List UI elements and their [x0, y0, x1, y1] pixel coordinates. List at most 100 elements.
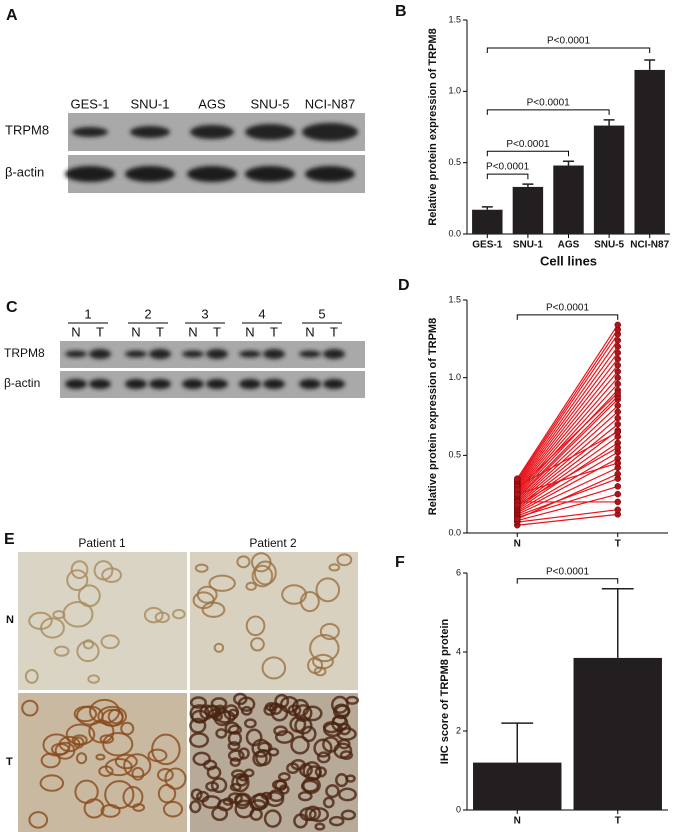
- lane-label: N: [131, 324, 140, 339]
- x-tick-label: AGS: [558, 240, 580, 251]
- x-tick-label: SNU-1: [513, 240, 543, 251]
- point: [614, 355, 621, 363]
- y-tick-label: 1.5: [448, 14, 461, 24]
- blot-band: [239, 350, 261, 358]
- point: [614, 389, 621, 397]
- tissue-gland: [328, 815, 345, 827]
- tissue-gland: [301, 725, 317, 743]
- tissue-gland: [189, 696, 207, 709]
- tissue-gland: [227, 749, 245, 762]
- lane-label: T: [330, 324, 338, 339]
- point: [614, 321, 621, 329]
- tissue-gland: [309, 634, 340, 663]
- tissue-gland: [66, 569, 89, 592]
- panel-label: D: [398, 277, 410, 294]
- significance-label: P<0.0001: [546, 302, 590, 313]
- group-label: 1: [84, 306, 91, 321]
- tissue-gland: [208, 574, 236, 592]
- significance-label: P<0.0001: [486, 162, 530, 173]
- line: [517, 493, 618, 522]
- panel-label: E: [4, 531, 15, 548]
- tissue-gland: [252, 750, 268, 767]
- row-label: N: [6, 614, 14, 626]
- blot-band: [263, 349, 285, 359]
- significance-bracket: [516, 578, 619, 584]
- bar: [634, 69, 665, 234]
- tissue-gland: [322, 796, 335, 809]
- bar: [473, 762, 562, 810]
- tissue-gland: [243, 768, 255, 778]
- tissue-gland: [314, 822, 326, 831]
- tissue-gland: [340, 809, 357, 821]
- tissue-gland: [190, 788, 203, 801]
- tissue-gland: [332, 703, 350, 720]
- line: [517, 462, 618, 495]
- point: [614, 506, 621, 513]
- blot-band: [149, 379, 171, 389]
- tissue-gland: [290, 759, 306, 771]
- significance-label: P<0.0001: [547, 36, 591, 47]
- error-bar: [522, 183, 534, 187]
- tissue-gland: [274, 779, 288, 791]
- point: [514, 475, 521, 482]
- tissue-gland: [62, 600, 94, 628]
- tissue-gland: [302, 705, 323, 722]
- blot-band: [65, 379, 87, 389]
- tissue-gland: [274, 730, 295, 744]
- error-bar: [603, 119, 615, 126]
- lane-label: N: [71, 324, 80, 339]
- line: [516, 436, 619, 509]
- tissue-gland: [300, 779, 320, 793]
- blot-band: [245, 166, 295, 182]
- line: [516, 346, 619, 486]
- bar: [472, 209, 503, 234]
- lane-label: NCI-N87: [305, 96, 356, 111]
- tissue-gland: [273, 725, 288, 737]
- tissue-gland: [313, 738, 333, 758]
- tissue-gland: [291, 698, 310, 718]
- point: [614, 444, 621, 451]
- tissue-gland: [237, 696, 256, 712]
- blot-band: [72, 127, 108, 137]
- x-tick-label: SNU-5: [594, 240, 624, 251]
- x-tick-label: N: [514, 539, 521, 550]
- blot-band: [305, 166, 355, 182]
- tissue-gland: [99, 734, 115, 744]
- tissue-gland: [192, 751, 211, 767]
- tissue-gland: [335, 773, 349, 788]
- point: [614, 421, 621, 428]
- y-tick-label: 1.0: [448, 372, 461, 382]
- lane-label: N: [245, 324, 254, 339]
- significance-label: P<0.0001: [527, 98, 571, 109]
- blot-band: [187, 166, 237, 182]
- line: [516, 430, 619, 508]
- decoration: [21, 123, 360, 831]
- tissue-gland: [210, 777, 228, 794]
- tissue-gland: [196, 790, 210, 803]
- tissue-gland: [233, 692, 248, 706]
- column-label: Patient 2: [249, 536, 297, 550]
- line: [516, 389, 619, 497]
- tissue-gland: [222, 797, 234, 806]
- tissue-gland: [171, 608, 186, 620]
- blot-band: [89, 379, 111, 389]
- x-tick-label: GES-1: [472, 240, 502, 251]
- blot-band: [299, 350, 321, 358]
- group-label: 3: [201, 306, 208, 321]
- tissue-gland: [162, 800, 184, 818]
- point: [614, 428, 621, 436]
- line: [516, 467, 619, 515]
- tissue-gland: [205, 781, 220, 792]
- tissue-gland: [217, 798, 234, 812]
- tissue-gland: [164, 767, 187, 790]
- lane-label: SNU-5: [250, 96, 289, 111]
- blot-band: [65, 166, 115, 182]
- tissue-gland: [24, 668, 39, 684]
- group-label: 2: [144, 306, 151, 321]
- tissue-gland: [229, 757, 241, 768]
- tissue-gland: [95, 753, 106, 761]
- point: [614, 483, 621, 490]
- line: [517, 513, 618, 526]
- lane-label: AGS: [198, 96, 226, 111]
- tissue-gland: [100, 634, 120, 650]
